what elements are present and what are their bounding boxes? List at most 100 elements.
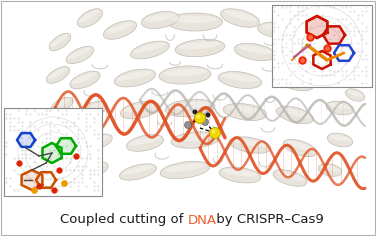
Ellipse shape (329, 103, 352, 109)
Ellipse shape (297, 47, 325, 59)
Ellipse shape (66, 46, 94, 64)
Ellipse shape (233, 139, 268, 147)
Ellipse shape (77, 9, 103, 27)
Ellipse shape (283, 139, 317, 156)
Ellipse shape (85, 135, 109, 145)
Ellipse shape (326, 43, 353, 57)
Ellipse shape (238, 45, 273, 54)
Ellipse shape (276, 171, 305, 181)
Ellipse shape (122, 165, 153, 175)
FancyBboxPatch shape (4, 108, 102, 196)
Ellipse shape (325, 68, 355, 82)
Text: Coupled cutting of: Coupled cutting of (61, 214, 188, 227)
Ellipse shape (276, 106, 314, 124)
Ellipse shape (84, 134, 112, 150)
Ellipse shape (160, 161, 210, 179)
Text: by CRISPR–Cas9: by CRISPR–Cas9 (212, 214, 324, 227)
Ellipse shape (130, 41, 170, 59)
Ellipse shape (344, 54, 365, 66)
Circle shape (197, 114, 200, 118)
Ellipse shape (219, 167, 261, 183)
Ellipse shape (175, 39, 225, 57)
Ellipse shape (171, 132, 219, 148)
Circle shape (202, 118, 209, 126)
Circle shape (206, 113, 211, 118)
Circle shape (211, 130, 215, 134)
Ellipse shape (174, 134, 215, 141)
Ellipse shape (50, 34, 68, 47)
Ellipse shape (276, 73, 314, 91)
Ellipse shape (120, 164, 156, 180)
Ellipse shape (289, 7, 312, 19)
Ellipse shape (223, 169, 258, 177)
Ellipse shape (163, 68, 207, 76)
Ellipse shape (79, 10, 99, 23)
Ellipse shape (68, 47, 91, 59)
Ellipse shape (347, 90, 364, 97)
Ellipse shape (59, 129, 76, 138)
Ellipse shape (144, 13, 176, 22)
Ellipse shape (114, 69, 156, 87)
Ellipse shape (82, 162, 108, 178)
Ellipse shape (314, 17, 346, 32)
Ellipse shape (293, 46, 327, 64)
Ellipse shape (218, 72, 262, 88)
Ellipse shape (258, 22, 302, 38)
Ellipse shape (280, 108, 311, 118)
Ellipse shape (58, 128, 78, 142)
Ellipse shape (105, 22, 133, 34)
Ellipse shape (51, 97, 73, 113)
Polygon shape (306, 16, 327, 38)
Ellipse shape (227, 105, 264, 114)
Ellipse shape (52, 98, 70, 109)
Ellipse shape (123, 103, 156, 112)
Ellipse shape (47, 67, 67, 79)
Circle shape (185, 122, 191, 128)
Ellipse shape (77, 101, 107, 118)
Ellipse shape (179, 42, 221, 49)
Polygon shape (42, 143, 62, 163)
Ellipse shape (223, 104, 267, 121)
Ellipse shape (347, 55, 364, 62)
Ellipse shape (328, 69, 353, 77)
Ellipse shape (229, 137, 271, 153)
Ellipse shape (103, 21, 136, 39)
Circle shape (193, 110, 197, 114)
Ellipse shape (224, 10, 257, 21)
Ellipse shape (120, 101, 160, 119)
Text: DNA: DNA (188, 214, 217, 227)
Ellipse shape (280, 75, 311, 85)
Ellipse shape (327, 133, 353, 147)
Ellipse shape (126, 135, 164, 151)
Ellipse shape (165, 99, 215, 117)
Ellipse shape (346, 89, 365, 101)
Circle shape (194, 113, 206, 123)
Ellipse shape (330, 135, 351, 142)
Ellipse shape (159, 66, 211, 84)
Ellipse shape (46, 67, 70, 83)
Ellipse shape (70, 71, 100, 89)
Polygon shape (56, 138, 76, 154)
Ellipse shape (329, 44, 352, 52)
Polygon shape (323, 26, 345, 44)
Ellipse shape (326, 101, 354, 115)
Ellipse shape (71, 72, 97, 84)
Ellipse shape (168, 102, 211, 109)
Ellipse shape (83, 163, 105, 173)
Polygon shape (17, 133, 35, 147)
Ellipse shape (234, 43, 276, 61)
Ellipse shape (222, 74, 259, 82)
Ellipse shape (79, 103, 104, 113)
Ellipse shape (320, 165, 340, 171)
FancyBboxPatch shape (272, 5, 372, 87)
Ellipse shape (317, 19, 344, 27)
Ellipse shape (167, 13, 223, 31)
Circle shape (209, 127, 220, 139)
Ellipse shape (273, 170, 307, 186)
Ellipse shape (221, 9, 259, 27)
Ellipse shape (318, 164, 342, 176)
Ellipse shape (141, 12, 179, 29)
Polygon shape (21, 170, 42, 190)
Ellipse shape (286, 6, 314, 24)
Ellipse shape (133, 42, 166, 53)
